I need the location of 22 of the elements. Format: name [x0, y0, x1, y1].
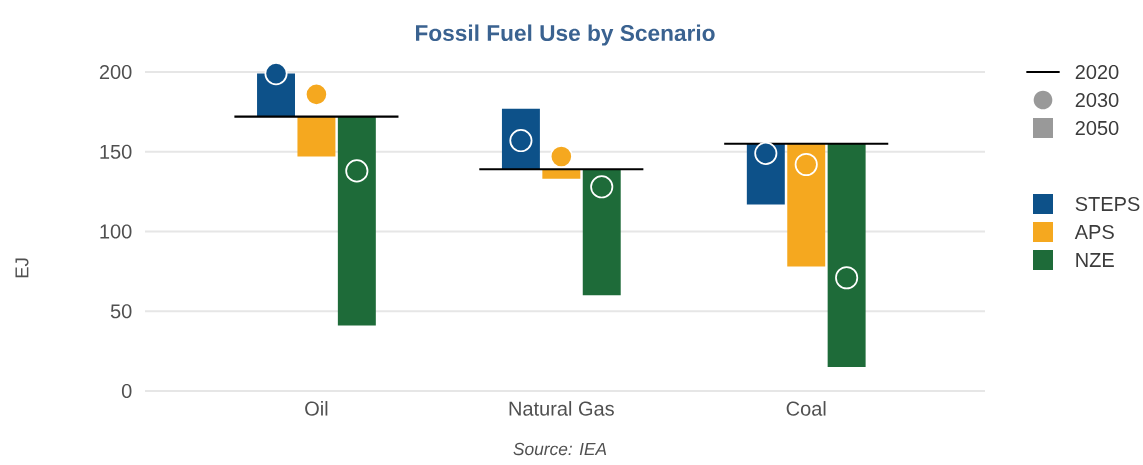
x-tick-label: Oil: [305, 401, 328, 416]
y-tick-label: 0: [121, 383, 132, 399]
x-tick-label: Natural Gas: [509, 401, 614, 416]
legend-label: APS: [1074, 224, 1114, 240]
bar: [582, 169, 621, 296]
text: 2020: [1075, 64, 1119, 80]
legend-label: NZE: [1076, 253, 1114, 267]
y-tick-label: 50: [110, 304, 132, 319]
y-axis-title: EJ: [15, 258, 29, 278]
text: 2050: [1075, 120, 1119, 136]
legend-label: STEPS: [1075, 196, 1140, 212]
chart-title: Fossil Fuel Use by Scenario: [416, 24, 715, 46]
source-note: Source: IEA: [513, 442, 607, 456]
bar: [337, 116, 376, 326]
bar: [787, 143, 826, 267]
text: 2030: [1075, 92, 1119, 108]
y-tick-label: 150: [100, 144, 132, 159]
y-tick-label: 200: [99, 64, 132, 80]
bar: [297, 116, 336, 157]
x-tick-label: Coal: [786, 401, 826, 416]
y-tick-label: 100: [100, 224, 132, 239]
bar: [827, 143, 866, 368]
